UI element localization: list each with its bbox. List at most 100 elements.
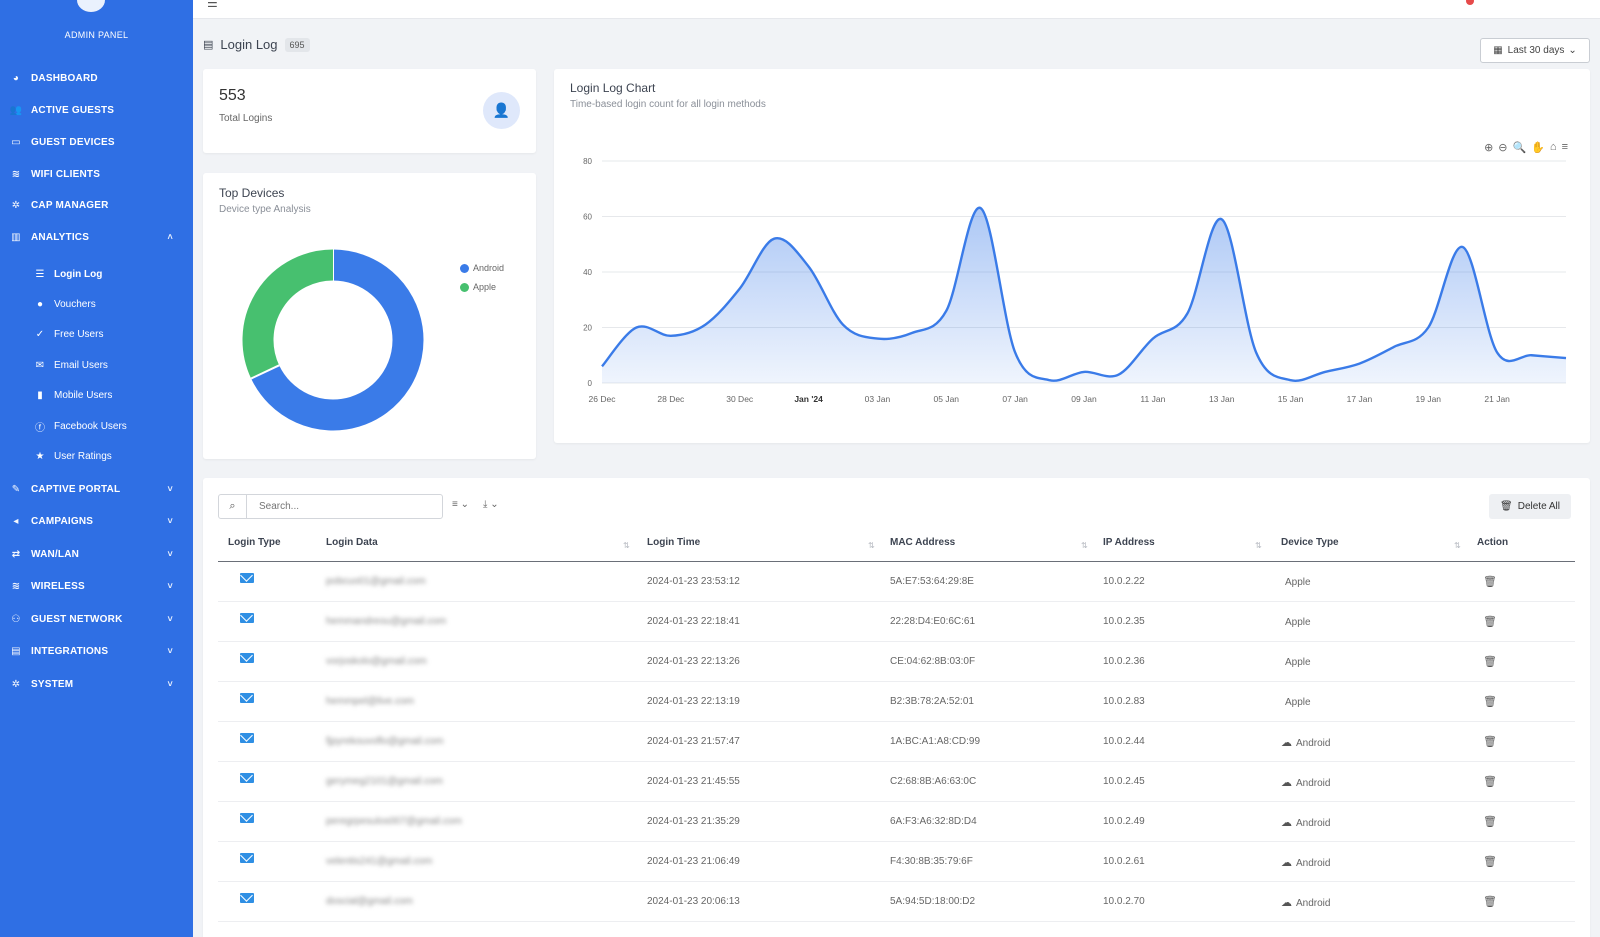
sidebar-item-campaigns[interactable]: ◂ CAMPAIGNS ˅ [0, 508, 193, 534]
ip-address-cell: 10.0.2.35 [1103, 616, 1145, 627]
table-row[interactable]: hemmandreou@gmail.com 2024-01-23 22:18:41… [218, 602, 1575, 642]
date-range-label: Last 30 days [1507, 45, 1565, 56]
list-icon: ☰ [35, 268, 45, 280]
device-type-cell: ☁ Android [1281, 816, 1330, 829]
user-network-icon: ⚇ [11, 613, 21, 625]
date-range-button[interactable]: ▦ Last 30 days ⌄ [1480, 38, 1590, 63]
table-row[interactable]: doscial@gmail.com 2024-01-23 20:06:13 5A:9… [218, 882, 1575, 922]
sort-icon[interactable]: ⇅ [1081, 541, 1088, 550]
menu-icon[interactable]: ≡ [1561, 141, 1568, 153]
export-button[interactable]: ⤓ ⌄ [483, 499, 499, 510]
sidebar-item-dashboard[interactable]: ◕ DASHBOARD [0, 65, 193, 91]
sidebar-item-label: CAP MANAGER [31, 199, 109, 211]
sort-icon[interactable]: ⇅ [1255, 541, 1262, 550]
sidebar-sub-vouchers[interactable]: ● Vouchers [0, 292, 193, 316]
sidebar-sub-free-users[interactable]: ✓ Free Users [0, 322, 193, 346]
device-type-cell: ☁ Android [1281, 896, 1330, 909]
login-data-cell: velentis241@gmail.com [326, 856, 433, 867]
delete-row-icon[interactable]: 🗑 [1483, 656, 1497, 668]
device-type-cell: Apple [1281, 656, 1311, 668]
table-row[interactable]: peregrpesulos007@gmail.com 2024-01-23 21:… [218, 802, 1575, 842]
column-header-mac-address[interactable]: MAC Address [890, 537, 956, 548]
sidebar-item-wifi-clients[interactable]: ≋ WIFI CLIENTS [0, 161, 193, 187]
zoom-in-icon[interactable]: ⊕ [1484, 142, 1494, 154]
login-table-card [203, 478, 1590, 937]
hamburger-icon[interactable]: ☰ [207, 0, 218, 10]
columns-toggle-button[interactable]: ≡ ⌄ [452, 499, 469, 510]
sort-icon[interactable]: ⇅ [1454, 541, 1461, 550]
series-line[interactable] [601, 206, 1567, 382]
delete-row-icon[interactable]: 🗑 [1483, 696, 1497, 708]
sidebar-item-active-guests[interactable]: 👥 ACTIVE GUESTS [0, 97, 193, 123]
sort-icon[interactable]: ⇅ [868, 541, 875, 550]
sidebar-item-label: GUEST DEVICES [31, 136, 115, 148]
pan-hand-icon[interactable]: ✋ [1531, 142, 1545, 154]
x-tick-label: 03 Jan [865, 394, 891, 404]
delete-row-icon[interactable]: 🗑 [1483, 616, 1497, 628]
sidebar-item-guest-devices[interactable]: ▭ GUEST DEVICES [0, 129, 193, 155]
sidebar-item-guest-network[interactable]: ⚇ GUEST NETWORK ˅ [0, 606, 193, 632]
email-icon: ✉ [35, 359, 45, 371]
delete-row-icon[interactable]: 🗑 [1483, 896, 1497, 908]
login-data-cell: peregrpesulos007@gmail.com [326, 816, 462, 827]
delete-all-button[interactable]: 🗑 Delete All [1489, 494, 1571, 519]
column-header-login-time[interactable]: Login Time [647, 537, 701, 548]
delete-row-icon[interactable]: 🗑 [1483, 576, 1497, 588]
delete-row-icon[interactable]: 🗑 [1483, 736, 1497, 748]
sidebar-item-captive-portal[interactable]: ✎ CAPTIVE PORTAL ˅ [0, 476, 193, 502]
top-bar: ☰ [193, 0, 1600, 19]
donut-separator [250, 364, 280, 380]
login-data-cell: vorjoskolo@gmail.com [326, 656, 427, 667]
table-row[interactable]: fjpyrekouvoflo@gmail.com 2024-01-23 21:57… [218, 722, 1575, 762]
delete-row-icon[interactable]: 🗑 [1483, 816, 1497, 828]
x-tick-label: 15 Jan [1278, 394, 1304, 404]
sidebar-sub-email-users[interactable]: ✉ Email Users [0, 353, 193, 377]
zoom-out-icon[interactable]: ⊖ [1498, 142, 1508, 154]
donut-slice-android[interactable] [251, 249, 424, 431]
legend-item-apple[interactable]: Apple [460, 282, 496, 292]
notification-dot-icon[interactable] [1466, 0, 1474, 5]
sidebar-item-integrations[interactable]: ▤ INTEGRATIONS ˅ [0, 638, 193, 664]
column-header-login-data[interactable]: Login Data [326, 537, 378, 548]
magnify-icon[interactable]: 🔍 [1512, 142, 1527, 154]
column-header-ip-address[interactable]: IP Address [1103, 537, 1155, 548]
sidebar-sub-login-log[interactable]: ☰ Login Log [0, 262, 193, 286]
system-gear-icon: ✲ [11, 678, 21, 690]
integrations-icon: ▤ [11, 645, 21, 657]
email-icon [240, 853, 254, 863]
user-check-icon: 👤 [483, 92, 520, 129]
search-icon[interactable]: ⌕ [219, 495, 247, 518]
mac-address-cell: F4:30:8B:35:79:6F [890, 856, 973, 867]
login-area-chart: 0 20 40 60 80 26 Dec 28 Dec 30 Dec Jan '24 03 Jan… [583, 157, 1567, 404]
column-header-action[interactable]: Action [1477, 537, 1509, 548]
sidebar-item-wireless[interactable]: ≋ WIRELESS ˅ [0, 573, 193, 599]
legend-item-android[interactable]: Android [460, 263, 504, 273]
search-input[interactable] [247, 501, 437, 512]
sidebar-item-wan-lan[interactable]: ⇄ WAN/LAN ˅ [0, 541, 193, 567]
count-badge: 695 [284, 37, 310, 52]
device-type-label: Apple [1285, 617, 1311, 628]
delete-row-icon[interactable]: 🗑 [1483, 776, 1497, 788]
table-row[interactable]: velentis241@gmail.com 2024-01-23 21:06:49… [218, 842, 1575, 882]
column-header-login-type[interactable]: Login Type [228, 537, 281, 548]
column-header-device-type[interactable]: Device Type [1281, 537, 1339, 548]
sidebar-item-system[interactable]: ✲ SYSTEM ˅ [0, 671, 193, 697]
table-row[interactable]: gerymeg2101@gmail.com 2024-01-23 21:45:55… [218, 762, 1575, 802]
delete-row-icon[interactable]: 🗑 [1483, 856, 1497, 868]
panel-label: ADMIN PANEL [64, 30, 129, 40]
legend-label: Android [473, 263, 505, 273]
home-icon[interactable]: ⌂ [1549, 141, 1557, 153]
android-icon: ☁ [1281, 817, 1292, 829]
sort-icon[interactable]: ⇅ [623, 541, 630, 550]
sidebar-sub-mobile-users[interactable]: ▮ Mobile Users [0, 383, 193, 407]
sidebar-item-analytics[interactable]: ▥ ANALYTICS ˄ [0, 224, 193, 250]
table-row[interactable]: hemmpel@live.com 2024-01-23 22:13:19 B2:3B… [218, 682, 1575, 722]
x-tick-label: 17 Jan [1347, 394, 1373, 404]
sidebar-sub-facebook-users[interactable]: ⓕ Facebook Users [0, 414, 193, 438]
donut-slice-apple[interactable] [242, 249, 334, 379]
sidebar-item-cap-manager[interactable]: ✲ CAP MANAGER [0, 192, 193, 218]
table-row[interactable]: pobcuo01@gmail.com 2024-01-23 23:53:12 5A:… [218, 562, 1575, 602]
legend-dot-icon [460, 282, 469, 292]
table-row[interactable]: vorjoskolo@gmail.com 2024-01-23 22:13:26 C… [218, 642, 1575, 682]
sidebar-sub-user-ratings[interactable]: ★ User Ratings [0, 444, 193, 468]
